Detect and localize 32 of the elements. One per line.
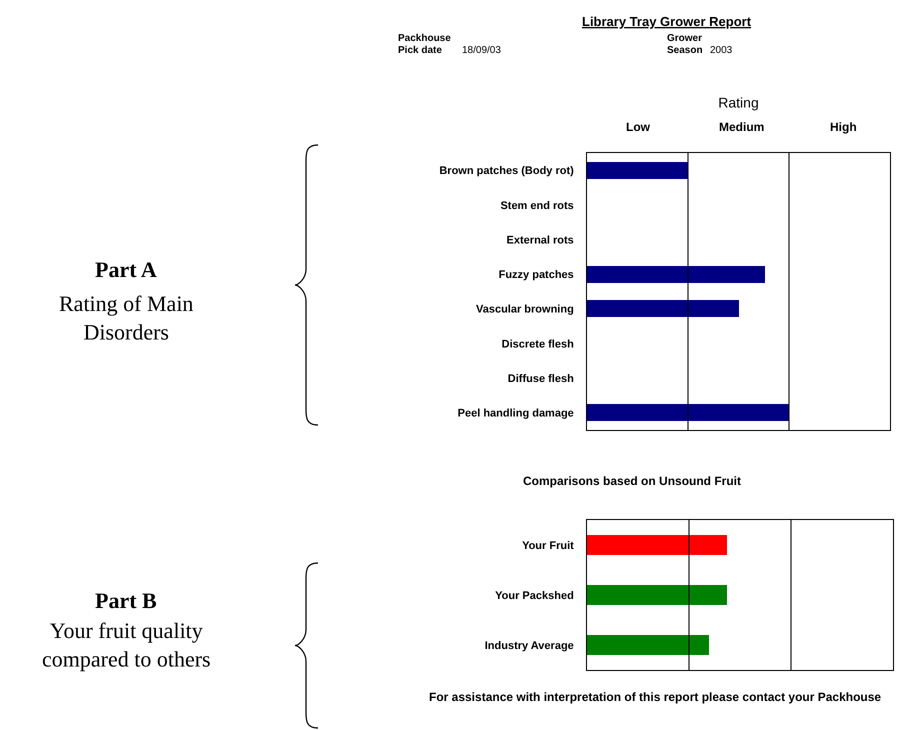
y-tick-label: Vascular browning [476, 304, 574, 316]
chart-title: Comparisons based on Unsound Fruit [523, 474, 742, 488]
y-tick-label: Fuzzy patches [498, 269, 574, 282]
y-tick-label: Diffuse flesh [508, 372, 574, 385]
text: High [830, 120, 857, 134]
y-tick-label: Peel handling damage [458, 408, 574, 420]
text: Library Tray Grower Report [582, 14, 752, 29]
y-tick-label: Your Packshed [495, 590, 574, 602]
y-tick-label: Brown patches (Body rot) [439, 165, 574, 178]
text: Your fruit quality compared to others [42, 618, 211, 672]
text: 18/09/03 [462, 45, 502, 56]
y-tick-label: Your Fruit [522, 540, 574, 552]
y-tick-label: Stem end rots [500, 200, 574, 212]
text: For assistance with interpretation of this report please contact your Packhouse [429, 690, 882, 704]
text: Grower [667, 33, 702, 44]
y-tick-label: Discrete flesh [502, 338, 574, 350]
text: Part A [95, 257, 157, 282]
text: Medium [719, 120, 764, 134]
text: 2003 [710, 45, 733, 56]
text: Part B [95, 588, 158, 613]
text: Packhouse [398, 33, 452, 44]
bar [587, 300, 739, 317]
text: Rating of Main Disorders [59, 291, 194, 345]
text: Season [667, 45, 703, 56]
text: Low [626, 120, 651, 134]
y-tick-label: Industry Average [484, 640, 574, 652]
bar [587, 162, 688, 179]
bar [587, 266, 765, 283]
x-axis-title: Rating [718, 94, 759, 111]
y-tick-label: External rots [506, 234, 574, 246]
bar [587, 404, 789, 421]
text: Pick date [398, 45, 442, 56]
